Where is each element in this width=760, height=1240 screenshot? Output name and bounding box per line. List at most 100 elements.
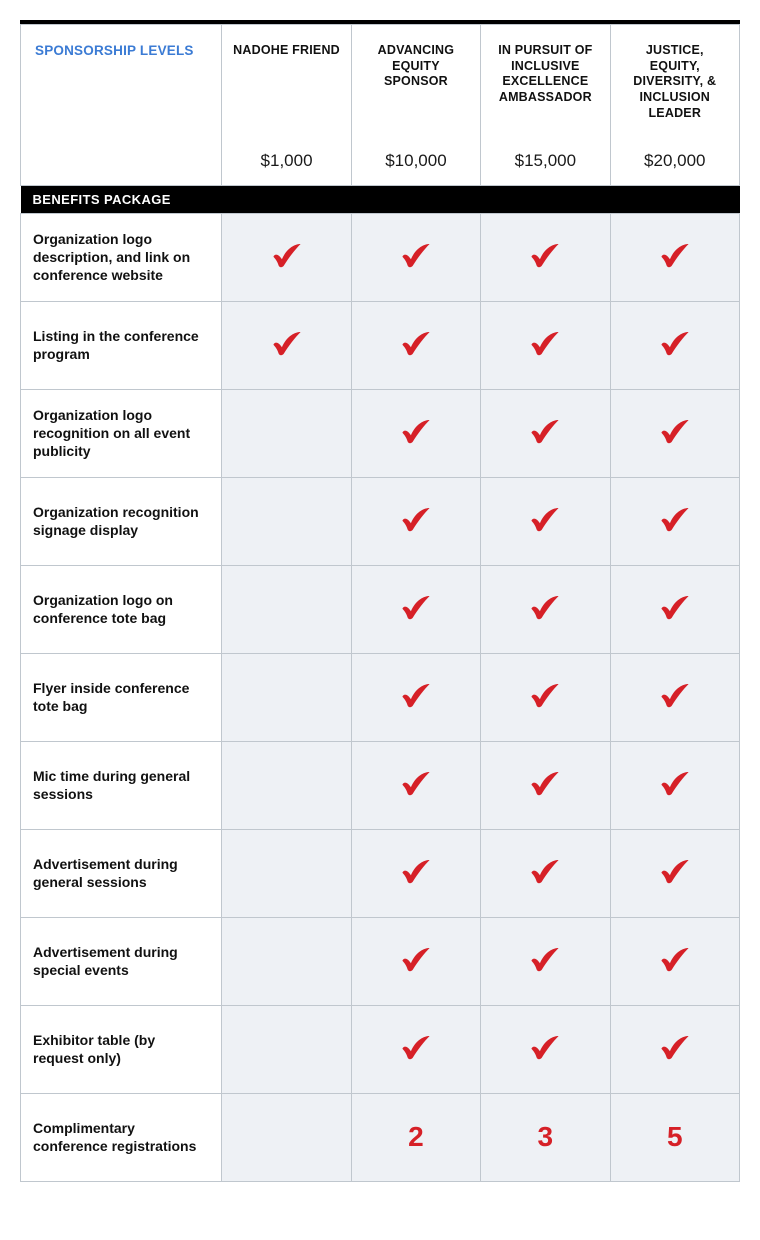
check-icon <box>658 697 692 714</box>
check-icon <box>399 697 433 714</box>
tier-name: JUSTICE, EQUITY, DIVERSITY, & INCLUSION … <box>621 43 729 121</box>
benefit-label: Organization recognition signage display <box>21 477 222 565</box>
benefit-label: Organization logo on conference tote bag <box>21 565 222 653</box>
benefit-cell <box>222 1093 351 1181</box>
check-icon <box>270 257 304 274</box>
benefit-number: 3 <box>538 1121 554 1152</box>
check-icon <box>399 433 433 450</box>
benefit-label: Organization logo description, and link … <box>21 213 222 301</box>
benefit-cell <box>610 917 739 1005</box>
benefit-label: Listing in the conference program <box>21 301 222 389</box>
benefit-cell <box>481 213 610 301</box>
benefit-label: Complimentary conference registrations <box>21 1093 222 1181</box>
benefit-cell <box>222 477 351 565</box>
benefit-cell <box>222 301 351 389</box>
tier-price-1: $10,000 <box>351 145 480 186</box>
benefit-cell: 3 <box>481 1093 610 1181</box>
benefit-cell <box>351 829 480 917</box>
benefit-cell <box>351 565 480 653</box>
benefit-cell <box>610 213 739 301</box>
check-icon <box>528 345 562 362</box>
benefit-cell <box>481 829 610 917</box>
check-icon <box>658 1049 692 1066</box>
benefit-cell <box>351 917 480 1005</box>
benefit-cell <box>351 741 480 829</box>
benefit-cell: 5 <box>610 1093 739 1181</box>
levels-label: SPONSORSHIP LEVELS <box>21 25 222 145</box>
benefit-cell <box>351 1005 480 1093</box>
benefit-cell <box>351 301 480 389</box>
benefit-row: Organization recognition signage display <box>21 477 740 565</box>
tier-price-3: $20,000 <box>610 145 739 186</box>
check-icon <box>399 345 433 362</box>
benefit-cell <box>481 741 610 829</box>
check-icon <box>658 609 692 626</box>
tier-header-3: JUSTICE, EQUITY, DIVERSITY, & INCLUSION … <box>610 25 739 145</box>
benefit-cell <box>351 477 480 565</box>
check-icon <box>658 345 692 362</box>
benefit-row: Organization logo on conference tote bag <box>21 565 740 653</box>
check-icon <box>399 257 433 274</box>
tier-header-0: NADOHE FRIEND <box>222 25 351 145</box>
benefit-label: Advertisement during general sessions <box>21 829 222 917</box>
benefit-cell <box>222 213 351 301</box>
check-icon <box>528 521 562 538</box>
benefit-cell <box>481 565 610 653</box>
tier-header-2: IN PURSUIT OF INCLUSIVE EXCELLENCE AMBAS… <box>481 25 610 145</box>
check-icon <box>399 785 433 802</box>
check-icon <box>528 961 562 978</box>
benefit-cell <box>222 1005 351 1093</box>
benefit-row: Organization logo description, and link … <box>21 213 740 301</box>
check-icon <box>658 873 692 890</box>
benefit-number: 2 <box>408 1121 424 1152</box>
benefit-cell: 2 <box>351 1093 480 1181</box>
benefit-row: Flyer inside conference tote bag <box>21 653 740 741</box>
benefit-row: Mic time during general sessions <box>21 741 740 829</box>
benefit-row: Complimentary conference registrations 2 3… <box>21 1093 740 1181</box>
tier-price-0: $1,000 <box>222 145 351 186</box>
benefit-cell <box>222 829 351 917</box>
check-icon <box>528 609 562 626</box>
benefit-cell <box>222 565 351 653</box>
check-icon <box>658 521 692 538</box>
benefit-label: Organization logo recognition on all eve… <box>21 389 222 477</box>
benefit-cell <box>222 917 351 1005</box>
benefit-row: Listing in the conference program <box>21 301 740 389</box>
benefit-cell <box>351 389 480 477</box>
benefit-row: Advertisement during special events <box>21 917 740 1005</box>
benefit-cell <box>481 301 610 389</box>
benefit-cell <box>351 653 480 741</box>
benefits-section-title: BENEFITS PACKAGE <box>21 185 740 213</box>
benefit-cell <box>481 1005 610 1093</box>
tier-name: IN PURSUIT OF INCLUSIVE EXCELLENCE AMBAS… <box>491 43 599 106</box>
sponsorship-table: SPONSORSHIP LEVELSNADOHE FRIENDADVANCING… <box>20 20 740 1182</box>
benefit-row: Advertisement during general sessions <box>21 829 740 917</box>
check-icon <box>399 521 433 538</box>
benefit-cell <box>610 389 739 477</box>
benefit-number: 5 <box>667 1121 683 1152</box>
benefit-label: Mic time during general sessions <box>21 741 222 829</box>
check-icon <box>399 961 433 978</box>
benefit-row: Exhibitor table (by request only) <box>21 1005 740 1093</box>
check-icon <box>270 345 304 362</box>
benefit-label: Flyer inside conference tote bag <box>21 653 222 741</box>
check-icon <box>528 697 562 714</box>
benefit-cell <box>610 1005 739 1093</box>
benefit-cell <box>481 477 610 565</box>
benefit-cell <box>351 213 480 301</box>
check-icon <box>528 873 562 890</box>
benefit-label: Advertisement during special events <box>21 917 222 1005</box>
table-body: BENEFITS PACKAGEOrganization logo descri… <box>21 185 740 1181</box>
check-icon <box>528 785 562 802</box>
benefit-cell <box>610 301 739 389</box>
benefit-cell <box>610 477 739 565</box>
tier-name: ADVANCING EQUITY SPONSOR <box>362 43 470 90</box>
benefit-cell <box>222 741 351 829</box>
check-icon <box>528 433 562 450</box>
check-icon <box>528 257 562 274</box>
check-icon <box>658 433 692 450</box>
tier-header-1: ADVANCING EQUITY SPONSOR <box>351 25 480 145</box>
benefit-row: Organization logo recognition on all eve… <box>21 389 740 477</box>
check-icon <box>399 1049 433 1066</box>
benefit-cell <box>610 653 739 741</box>
